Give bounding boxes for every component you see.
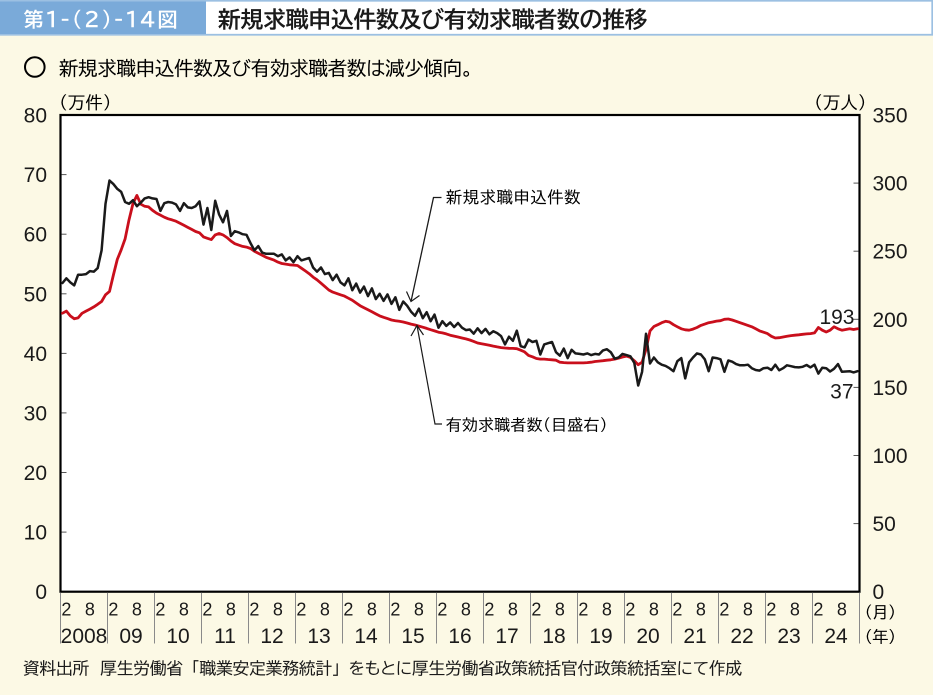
svg-text:8: 8 [226, 600, 236, 620]
svg-text:2: 2 [437, 600, 447, 620]
svg-text:150: 150 [873, 377, 908, 400]
svg-text:8: 8 [132, 600, 142, 620]
svg-text:2: 2 [202, 600, 212, 620]
svg-text:2: 2 [531, 600, 541, 620]
svg-text:13: 13 [307, 625, 330, 648]
svg-text:8: 8 [273, 600, 283, 620]
svg-text:2: 2 [625, 600, 635, 620]
svg-text:24: 24 [824, 625, 848, 648]
svg-text:8: 8 [790, 600, 800, 620]
svg-text:8: 8 [508, 600, 518, 620]
svg-text:100: 100 [873, 445, 908, 468]
svg-text:8: 8 [743, 600, 753, 620]
svg-text:14: 14 [354, 625, 378, 648]
svg-text:70: 70 [24, 164, 47, 187]
svg-text:200: 200 [873, 309, 908, 332]
svg-text:50: 50 [24, 283, 47, 306]
svg-text:20: 20 [636, 625, 659, 648]
svg-text:8: 8 [414, 600, 424, 620]
svg-text:8: 8 [602, 600, 612, 620]
svg-text:2: 2 [578, 600, 588, 620]
svg-text:2: 2 [343, 600, 353, 620]
svg-text:16: 16 [448, 625, 471, 648]
svg-text:2: 2 [296, 600, 306, 620]
svg-text:193: 193 [819, 306, 854, 329]
svg-text:50: 50 [873, 513, 896, 536]
svg-text:21: 21 [683, 625, 706, 648]
svg-text:60: 60 [24, 224, 47, 247]
svg-text:0: 0 [873, 581, 885, 604]
svg-text:11: 11 [214, 625, 236, 648]
svg-text:0: 0 [35, 581, 47, 604]
svg-text:250: 250 [873, 241, 908, 264]
svg-text:12: 12 [260, 625, 283, 648]
svg-text:10: 10 [166, 625, 189, 648]
svg-text:2: 2 [719, 600, 729, 620]
svg-text:8: 8 [837, 600, 847, 620]
svg-text:2008: 2008 [61, 625, 108, 648]
svg-text:22: 22 [730, 625, 753, 648]
svg-text:40: 40 [24, 343, 47, 366]
svg-text:2: 2 [390, 600, 400, 620]
svg-text:19: 19 [589, 625, 612, 648]
svg-text:2: 2 [61, 600, 71, 620]
svg-text:8: 8 [649, 600, 659, 620]
svg-text:8: 8 [179, 600, 189, 620]
svg-text:8: 8 [461, 600, 471, 620]
svg-text:2: 2 [813, 600, 823, 620]
svg-text:8: 8 [555, 600, 565, 620]
svg-text:80: 80 [24, 105, 47, 128]
svg-text:2: 2 [108, 600, 118, 620]
svg-text:20: 20 [24, 462, 47, 485]
svg-text:2: 2 [766, 600, 776, 620]
svg-text:8: 8 [696, 600, 706, 620]
svg-text:18: 18 [542, 625, 565, 648]
svg-text:09: 09 [119, 625, 142, 648]
svg-text:17: 17 [495, 625, 518, 648]
svg-text:300: 300 [873, 173, 908, 196]
svg-text:8: 8 [85, 600, 95, 620]
svg-text:10: 10 [24, 522, 47, 545]
svg-text:8: 8 [367, 600, 377, 620]
svg-text:2: 2 [672, 600, 682, 620]
svg-text:8: 8 [320, 600, 330, 620]
svg-text:23: 23 [777, 625, 800, 648]
svg-text:37: 37 [830, 381, 853, 404]
svg-text:30: 30 [24, 402, 47, 425]
svg-text:15: 15 [401, 625, 424, 648]
svg-text:350: 350 [873, 105, 908, 128]
svg-text:2: 2 [155, 600, 165, 620]
svg-text:2: 2 [484, 600, 494, 620]
svg-text:2: 2 [249, 600, 259, 620]
